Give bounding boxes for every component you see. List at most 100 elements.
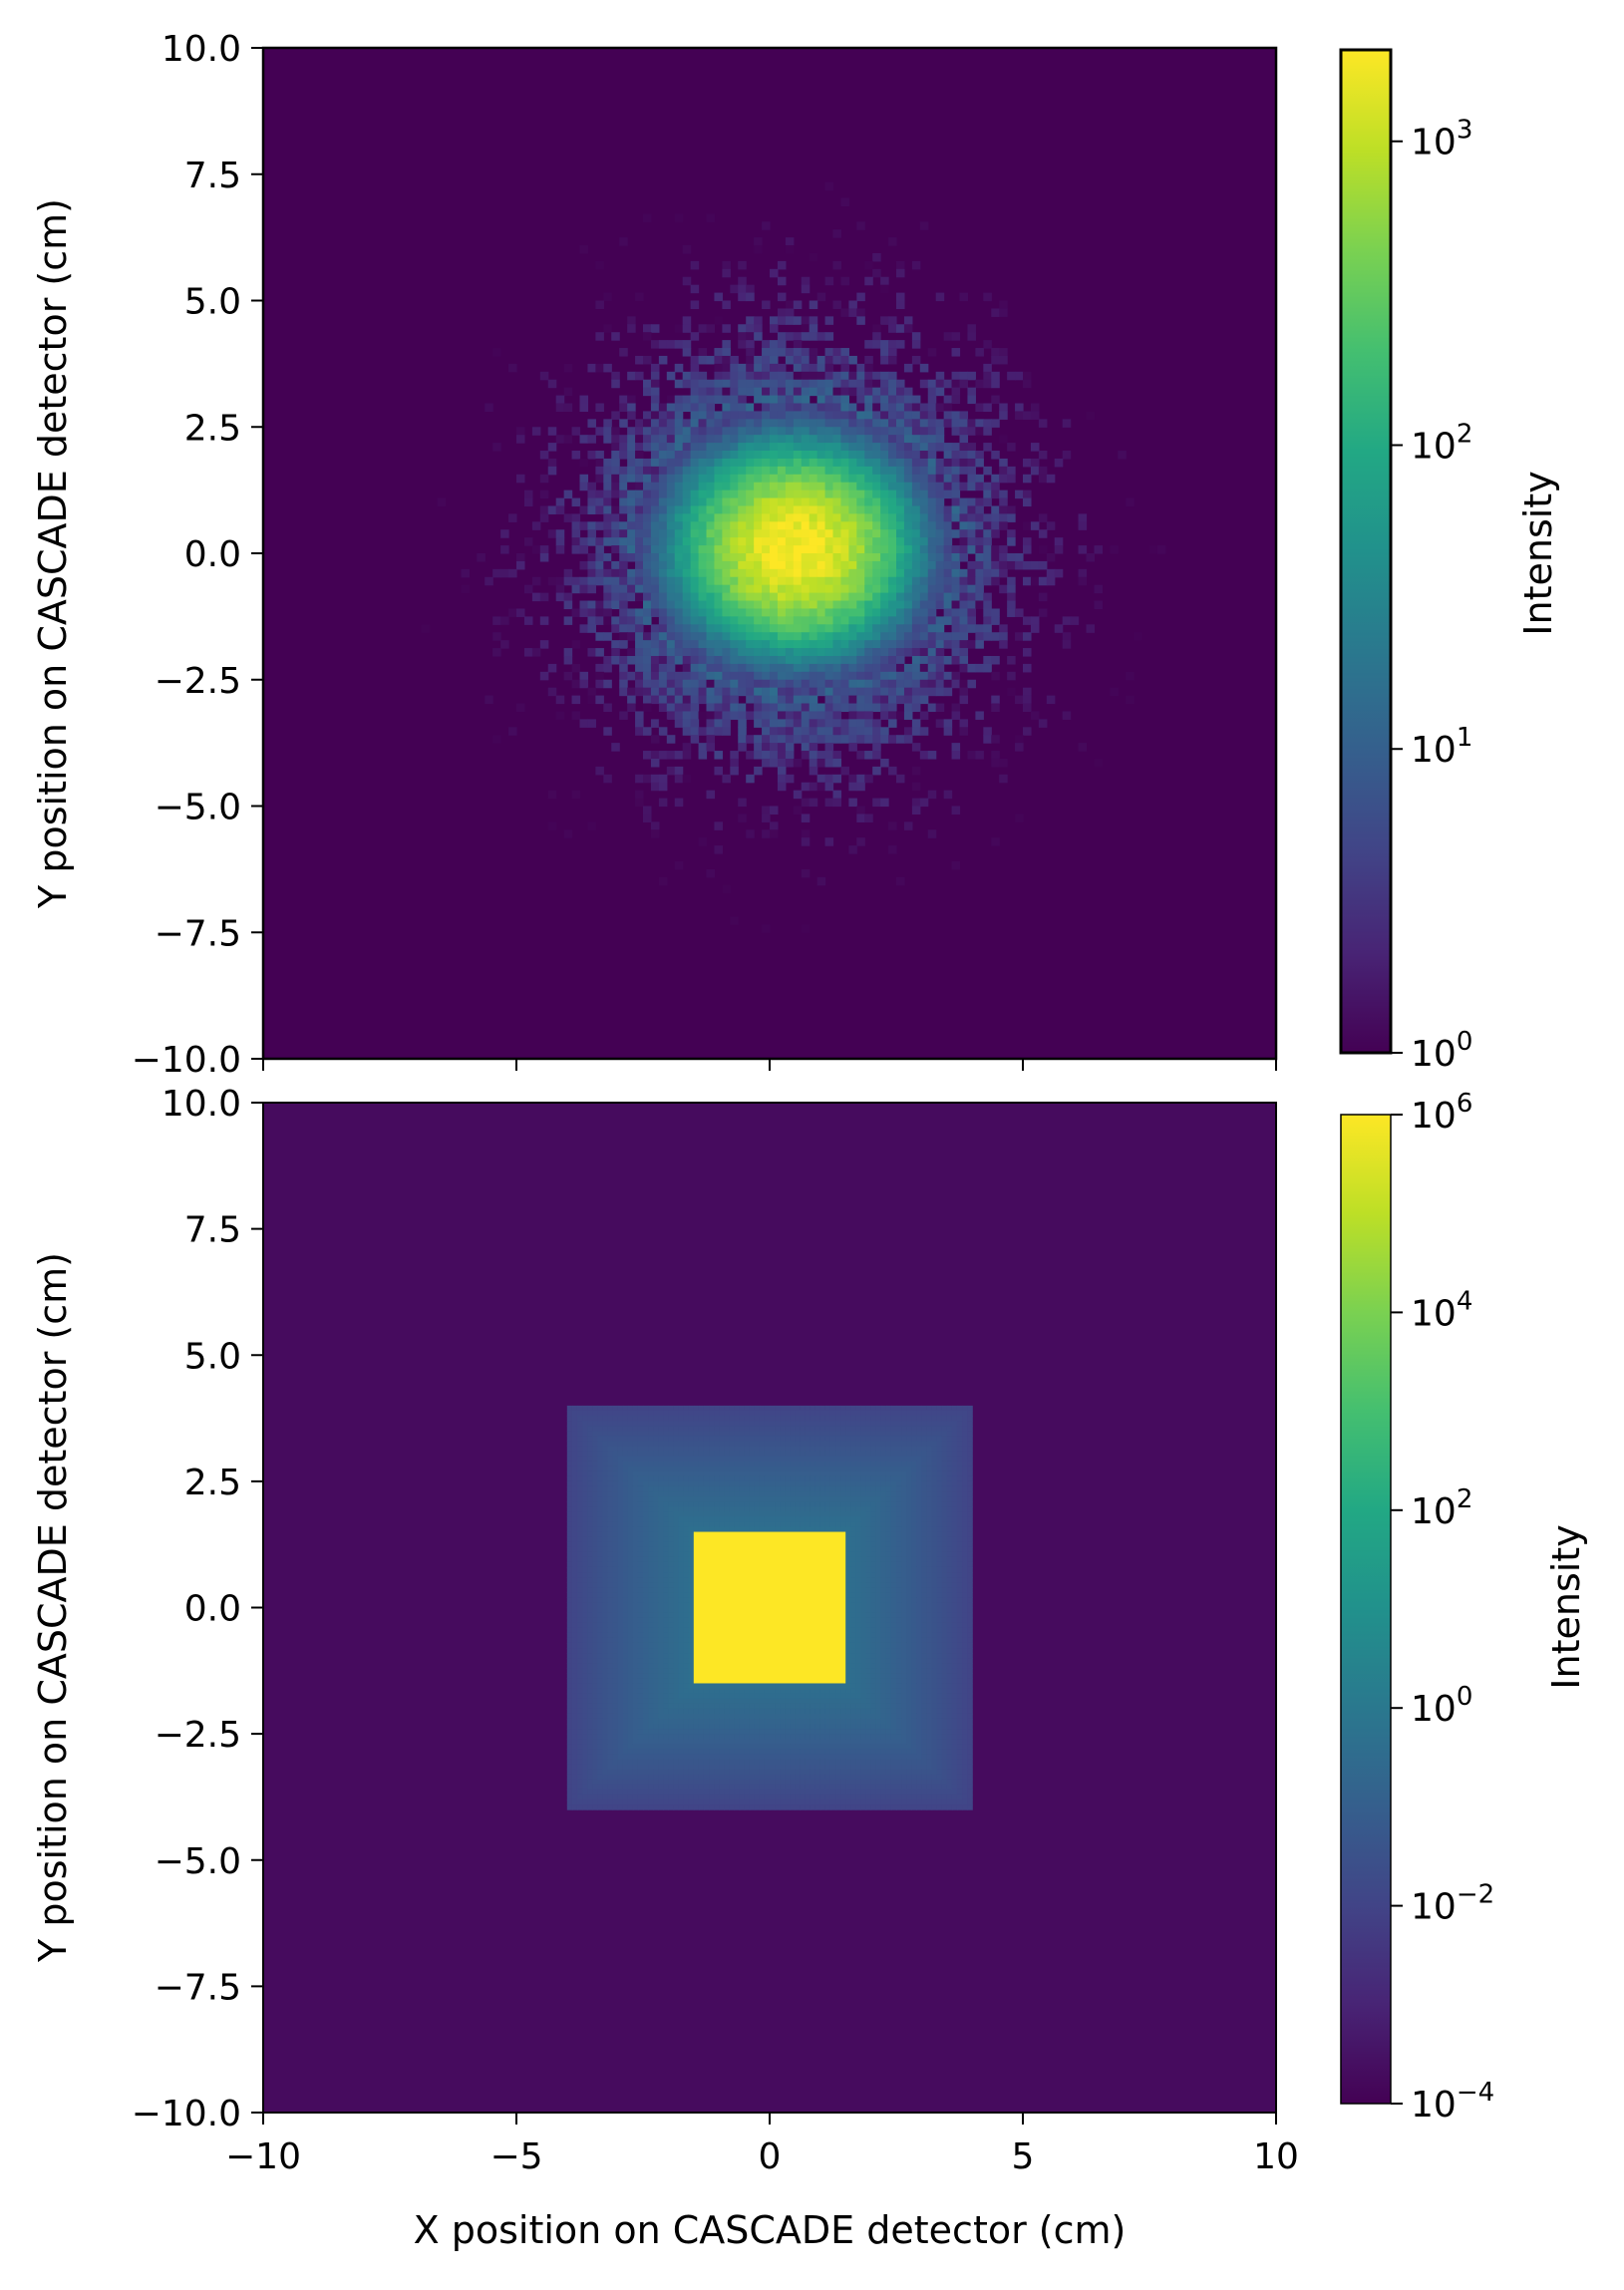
heatmap-cell	[967, 1441, 973, 1448]
heatmap-cell	[840, 505, 849, 514]
heatmap-cell	[1038, 474, 1048, 484]
heatmap-cell	[936, 1446, 943, 1453]
heatmap-cell	[612, 1416, 619, 1422]
heatmap-cell	[682, 743, 692, 752]
heatmap-cell	[870, 1531, 877, 1538]
heatmap-cell	[999, 624, 1008, 633]
heatmap-cell	[566, 1451, 573, 1458]
heatmap-cell	[785, 1451, 791, 1458]
heatmap-cell	[810, 1475, 816, 1482]
heatmap-cell	[824, 695, 834, 705]
heatmap-cell	[901, 1475, 907, 1482]
heatmap-cell	[911, 529, 921, 538]
heatmap-cell	[919, 600, 929, 610]
heatmap-cell	[617, 1516, 624, 1522]
heatmap-cell	[865, 1506, 872, 1512]
heatmap-cell	[587, 497, 596, 507]
heatmap-cell	[729, 1466, 736, 1472]
heatmap-cell	[785, 719, 795, 728]
heatmap-cell	[975, 427, 984, 436]
heatmap-cell	[714, 1405, 720, 1412]
heatmap-cell	[903, 458, 913, 468]
heatmap-cell	[635, 671, 644, 681]
heatmap-cell	[819, 1516, 826, 1522]
heatmap-cell	[688, 1466, 695, 1472]
heatmap-cell	[637, 1436, 644, 1442]
heatmap-cell	[688, 1501, 695, 1507]
heatmap-cell	[927, 419, 937, 428]
heatmap-cell	[785, 695, 795, 705]
heatmap-cell	[1015, 743, 1024, 752]
heatmap-cell	[770, 466, 779, 476]
heatmap-cell	[785, 411, 795, 420]
heatmap-cell	[809, 466, 818, 476]
heatmap-cell	[635, 632, 644, 641]
heatmap-cell	[688, 1441, 695, 1448]
heatmap-cell	[790, 1410, 796, 1417]
heatmap-cell	[714, 1441, 720, 1448]
heatmap-cell	[673, 1441, 680, 1448]
heatmap-cell	[576, 1491, 583, 1497]
heatmap-cell	[612, 1501, 619, 1507]
heatmap-cell	[824, 687, 834, 697]
heatmap-cell	[824, 371, 834, 381]
heatmap-cell	[658, 655, 668, 665]
heatmap-cell	[855, 1446, 862, 1453]
heatmap-cell	[935, 624, 945, 633]
heatmap-cell	[749, 1475, 756, 1482]
heatmap-cell	[1023, 545, 1032, 554]
heatmap-cell	[698, 624, 708, 633]
heatmap-cell	[911, 419, 921, 428]
heatmap-cell	[911, 427, 921, 436]
heatmap-cell	[801, 679, 811, 689]
heatmap-cell	[706, 490, 716, 499]
heatmap-cell	[888, 466, 897, 476]
heatmap-cell	[935, 640, 945, 649]
heatmap-cell	[809, 616, 818, 625]
heatmap-cell	[845, 1516, 851, 1522]
heatmap-cell	[864, 608, 873, 617]
heatmap-cell	[824, 1521, 831, 1528]
heatmap-cell	[848, 466, 857, 476]
heatmap-cell	[890, 1410, 897, 1417]
heatmap-cell	[683, 1485, 690, 1492]
heatmap-cell	[746, 403, 755, 412]
heatmap-cell	[576, 1521, 583, 1528]
heatmap-cell	[690, 735, 700, 744]
heatmap-cell	[622, 1416, 629, 1422]
heatmap-cell	[941, 1531, 948, 1538]
heatmap-cell	[790, 1461, 796, 1468]
heatmap-cell	[571, 790, 581, 800]
heatmap-cell	[975, 711, 984, 720]
heatmap-cell	[754, 600, 763, 610]
heatmap-cell	[936, 1531, 943, 1538]
heatmap-cell	[730, 387, 739, 397]
heatmap-cell	[653, 1461, 659, 1468]
heatmap-cell	[800, 1421, 807, 1427]
heatmap-cell	[872, 435, 881, 444]
heatmap-cell	[650, 474, 660, 484]
heatmap-cell	[809, 435, 818, 444]
heatmap-cell	[421, 624, 431, 633]
heatmap-cell	[1007, 671, 1016, 681]
heatmap-cell	[793, 363, 803, 373]
heatmap-cell	[592, 1506, 598, 1512]
heatmap-cell	[749, 1521, 756, 1528]
heatmap-cell	[931, 1410, 938, 1417]
heatmap-cell	[566, 1521, 573, 1528]
heatmap-cell	[916, 1466, 922, 1472]
heatmap-cell	[746, 387, 755, 397]
heatmap-cell	[674, 419, 684, 428]
heatmap-cell	[956, 1446, 963, 1453]
heatmap-cell	[571, 679, 581, 689]
heatmap-cell	[810, 1471, 816, 1477]
heatmap-cell	[653, 1441, 659, 1448]
heatmap-cell	[746, 751, 755, 760]
heatmap-cell	[632, 1451, 639, 1458]
heatmap-cell	[582, 1485, 588, 1492]
heatmap-cell	[738, 497, 747, 507]
heatmap-cell	[709, 1491, 715, 1497]
heatmap-cell	[762, 743, 771, 752]
heatmap-cell	[643, 751, 652, 760]
heatmap-cell	[730, 711, 739, 720]
